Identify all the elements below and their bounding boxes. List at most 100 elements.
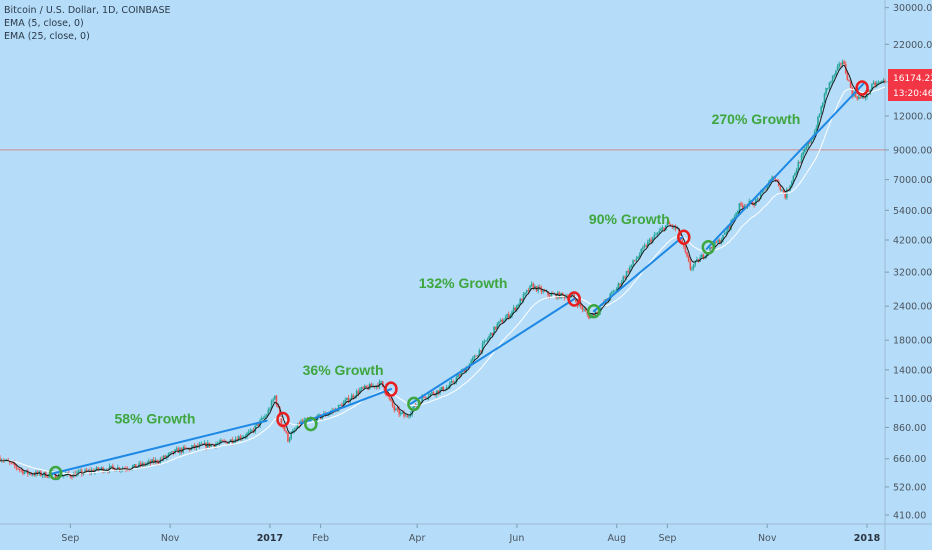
trend-line[interactable] (299, 388, 392, 425)
candle-body (166, 455, 168, 458)
candle-body (411, 409, 414, 415)
candle-body (301, 420, 304, 422)
candle-body (823, 93, 826, 104)
candle-body (836, 66, 839, 71)
y-tick-label: 410.00 (893, 511, 926, 522)
candle-body (220, 440, 222, 443)
candle-body (691, 268, 693, 270)
candle-body (571, 294, 574, 296)
candle-body (272, 399, 274, 401)
candle-body (687, 256, 690, 262)
candle-body (666, 222, 669, 226)
candle-body (31, 474, 34, 476)
candle-body (640, 248, 643, 255)
symbol-title[interactable]: Bitcoin / U.S. Dollar, 1D, COINBASE (4, 5, 171, 16)
candle-body (854, 92, 857, 97)
candle-body (489, 332, 492, 337)
trend-line[interactable] (409, 297, 576, 405)
candle-body (741, 205, 744, 208)
candle-body (615, 287, 618, 291)
candle-body (498, 321, 500, 324)
candle-body (869, 89, 872, 93)
candle-body (17, 468, 19, 470)
candle-body (751, 200, 754, 205)
candle-body (872, 82, 875, 85)
candle-body (185, 447, 188, 449)
candle-body (697, 259, 700, 262)
candle-body (295, 427, 297, 430)
candle-body (877, 82, 880, 84)
candle-body (491, 332, 494, 335)
candle-body (202, 443, 204, 445)
buy-marker (48, 465, 63, 481)
candle-body (485, 340, 487, 342)
candle-body (614, 290, 616, 292)
x-tick-label: Sep (61, 533, 79, 544)
candle-body (421, 396, 423, 403)
sell-marker (384, 381, 398, 397)
candle-body (771, 176, 773, 180)
candle-body (732, 218, 734, 220)
candle-body (808, 142, 811, 144)
candle-body (499, 319, 502, 322)
candle-body (611, 291, 613, 294)
countdown-timer: 13:20:46 (893, 89, 932, 99)
trend-lines-layer[interactable] (49, 82, 865, 476)
candle-body (58, 473, 60, 479)
candle-body (700, 254, 703, 258)
candle-body (676, 228, 679, 230)
candle-body (457, 374, 459, 378)
candle-body (787, 189, 790, 191)
trend-line[interactable] (705, 82, 865, 250)
candle-body (709, 247, 711, 252)
candle-body (97, 467, 99, 470)
candle-body (267, 409, 270, 416)
ema-fast-label[interactable]: EMA (5, close, 0) (4, 18, 84, 29)
candle-body (328, 413, 330, 415)
price-axis[interactable]: 30000.0022000.0016000.0012000.009000.007… (885, 3, 932, 522)
candle-body (841, 61, 844, 65)
candle-body (501, 319, 504, 323)
candle-body (733, 216, 736, 219)
candle-body (452, 380, 454, 383)
candle-body (810, 139, 813, 143)
candle-body (650, 239, 652, 243)
ema-slow-label[interactable]: EMA (25, close, 0) (4, 31, 90, 42)
candle-body (858, 96, 860, 99)
candle-body (645, 245, 647, 247)
candle-body (303, 419, 306, 422)
candle-body (820, 106, 823, 114)
candle-body (862, 97, 865, 99)
candle-body (521, 298, 523, 301)
candle-body (738, 203, 741, 211)
buy-marker (407, 396, 421, 412)
candle-body (247, 431, 250, 434)
candle-body (133, 464, 135, 467)
candle-body (702, 254, 705, 258)
candle-body (105, 470, 108, 472)
candle-body (786, 189, 788, 198)
candle-body (584, 309, 587, 312)
candle-body (393, 406, 396, 411)
candle-body (802, 152, 805, 156)
candle-body (380, 381, 382, 383)
candle-body (28, 473, 31, 475)
candle-body (360, 387, 363, 390)
candle-body (238, 436, 240, 441)
trend-line[interactable] (592, 236, 684, 313)
candle-body (679, 231, 682, 240)
candle-body (48, 474, 50, 478)
candle-body (257, 423, 260, 426)
y-tick-label: 1800.00 (893, 336, 932, 347)
candle-body (0, 457, 1, 461)
candle-body (486, 339, 489, 341)
candle-body (481, 343, 484, 352)
candle-body (161, 458, 163, 460)
candle-body (648, 239, 651, 242)
trend-line[interactable] (49, 419, 268, 476)
candle-body (170, 451, 173, 453)
candle-body (774, 179, 777, 180)
time-axis[interactable]: Sep Nov 2017 Feb Apr Jun Aug Sep Nov 2018 (61, 524, 881, 544)
candle-body (218, 442, 221, 444)
